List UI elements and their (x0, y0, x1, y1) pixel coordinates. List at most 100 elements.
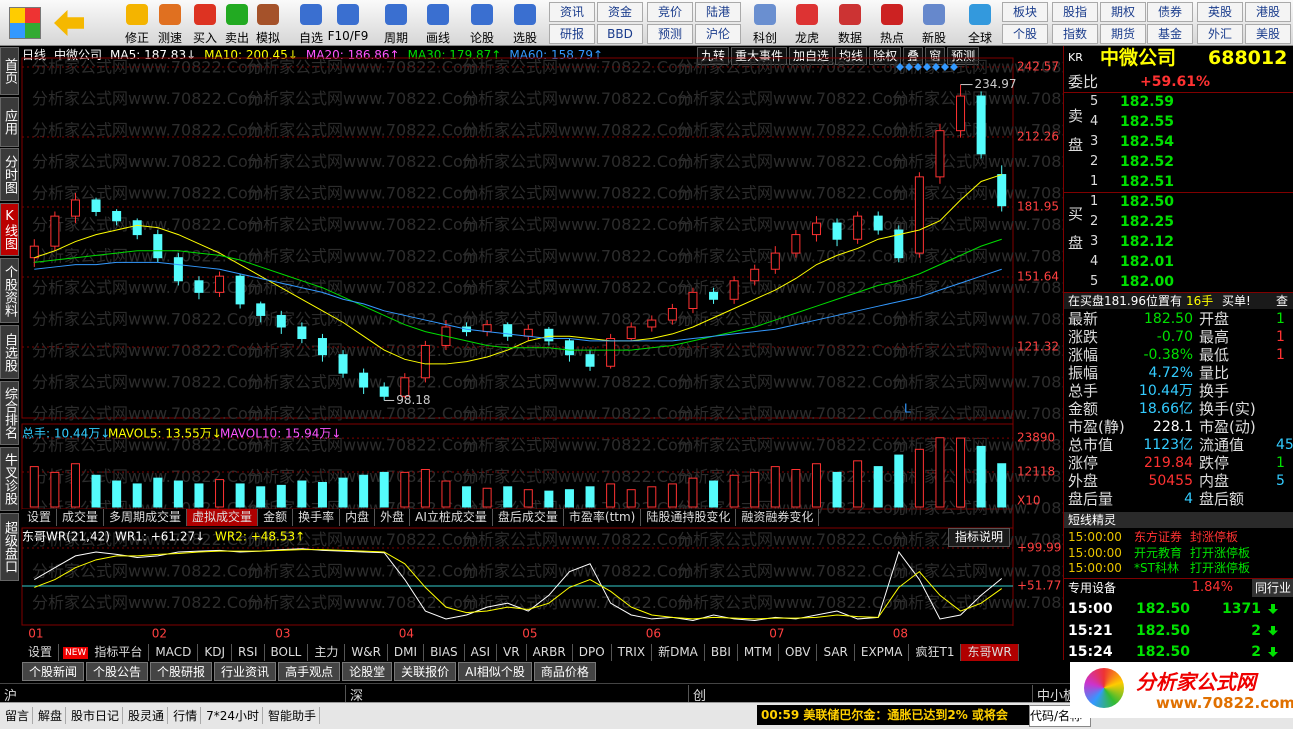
toolbar-tab[interactable]: 资讯 (549, 2, 595, 22)
chart-button[interactable]: 加自选 (789, 47, 834, 65)
app-logo[interactable] (9, 7, 41, 39)
chart-button[interactable]: 窗 (925, 47, 946, 65)
indicator-help[interactable]: 指标说明 (948, 528, 1010, 547)
toolbar-tab[interactable]: 期货 (1100, 24, 1146, 44)
formula-tab[interactable]: TRIX (612, 644, 653, 661)
indicator-tab[interactable]: 成交量 (57, 509, 105, 526)
indicator-tab[interactable]: 金额 (258, 509, 294, 526)
formula-tab[interactable]: BBI (705, 644, 738, 661)
toolbar-tab[interactable]: 资金 (597, 2, 643, 22)
chart-button[interactable]: 重大事件 (731, 47, 788, 65)
toolbar-button[interactable]: 全球 (958, 1, 1002, 45)
chart-button[interactable]: 均线 (835, 47, 868, 65)
formula-tab[interactable]: DMI (388, 644, 425, 661)
formula-tab[interactable]: BIAS (424, 644, 465, 661)
toolbar-button[interactable]: 周期 (374, 1, 418, 45)
index-item[interactable]: 沪 (4, 689, 18, 704)
formula-tab[interactable]: MACD (149, 644, 199, 661)
indicator-tab[interactable]: 多周期成交量 (104, 509, 188, 526)
toolbar-button[interactable]: 热点 (870, 1, 914, 45)
toolbar-button[interactable]: F10/F9 (326, 1, 370, 45)
formula-tab[interactable]: SAR (817, 644, 855, 661)
status-item[interactable]: 解盘 (35, 707, 67, 724)
toolbar-button[interactable]: 新股 (912, 1, 956, 45)
formula-tab[interactable]: DPO (573, 644, 612, 661)
toolbar-tab[interactable]: 陆港 (695, 2, 741, 22)
formula-tab[interactable]: 东哥WR (961, 644, 1019, 661)
indicator-tab[interactable]: 外盘 (375, 509, 411, 526)
index-item[interactable]: 深 (345, 685, 363, 704)
indicator-tab[interactable]: AI立桩成交量 (410, 509, 493, 526)
toolbar-button[interactable]: 龙虎 (785, 1, 829, 45)
toolbar-tab[interactable]: 竞价 (647, 2, 693, 22)
news-tab[interactable]: AI相似个股 (458, 662, 532, 681)
toolbar-tab[interactable]: 外汇 (1197, 24, 1243, 44)
toolbar-tab[interactable]: 研报 (549, 24, 595, 44)
indicator-tab[interactable]: 设置 (22, 509, 58, 526)
chart-button[interactable]: 预测 (947, 47, 980, 65)
toolbar-button[interactable]: 买入 (183, 1, 227, 45)
formula-tab[interactable]: 设置 (22, 644, 60, 661)
formula-tab[interactable]: KDJ (198, 644, 232, 661)
formula-tab[interactable]: 指标平台 (88, 644, 150, 661)
news-tab[interactable]: 关联报价 (394, 662, 457, 681)
toolbar-button[interactable]: 科创 (743, 1, 787, 45)
news-tab[interactable]: 论股堂 (342, 662, 393, 681)
toolbar-tab[interactable]: 板块 (1002, 2, 1048, 22)
indicator-tab[interactable]: 市盈率(ttm) (564, 509, 642, 526)
toolbar-button[interactable]: 卖出 (215, 1, 259, 45)
toolbar-button[interactable]: 修正 (115, 1, 159, 45)
formula-tab[interactable]: BOLL (265, 644, 309, 661)
toolbar-tab[interactable]: 股指 (1052, 2, 1098, 22)
news-tab[interactable]: 个股公告 (86, 662, 149, 681)
indicator-tab[interactable]: 盘后成交量 (493, 509, 564, 526)
news-tab[interactable]: 个股研报 (150, 662, 213, 681)
side-tab[interactable]: 应用 (0, 97, 19, 147)
status-item[interactable]: 7*24小时 (203, 707, 263, 724)
toolbar-tab[interactable]: 美股 (1245, 24, 1291, 44)
chart-button[interactable]: 叠 (903, 47, 924, 65)
toolbar-button[interactable]: 自选 (289, 1, 333, 45)
toolbar-button[interactable]: 数据 (828, 1, 872, 45)
toolbar-tab[interactable]: 预测 (647, 24, 693, 44)
news-tab[interactable]: 个股新闻 (22, 662, 85, 681)
formula-tab[interactable]: W&R (345, 644, 388, 661)
toolbar-tab[interactable]: 期权 (1100, 2, 1146, 22)
news-tab[interactable]: 高手观点 (278, 662, 341, 681)
side-tab[interactable]: 自选股 (0, 325, 19, 379)
toolbar-tab[interactable]: 基金 (1147, 24, 1193, 44)
toolbar-tab[interactable]: BBD (597, 24, 643, 44)
formula-tab[interactable]: ASI (465, 644, 498, 661)
side-tab[interactable]: 牛叉诊股 (0, 447, 19, 511)
toolbar-button[interactable]: 模拟 (246, 1, 290, 45)
formula-tab[interactable]: ARBR (527, 644, 573, 661)
status-item[interactable]: 留言 (2, 707, 34, 724)
status-item[interactable]: 智能助手 (265, 707, 320, 724)
news-tab[interactable]: 商品价格 (533, 662, 596, 681)
toolbar-tab[interactable]: 个股 (1002, 24, 1048, 44)
back-button[interactable] (54, 10, 84, 36)
toolbar-tab[interactable]: 指数 (1052, 24, 1098, 44)
index-item[interactable]: 创 (688, 685, 706, 704)
sector-name[interactable]: 专用设备 (1068, 581, 1117, 595)
side-tab[interactable]: 首页 (0, 47, 19, 95)
toolbar-button[interactable]: 测速 (148, 1, 192, 45)
side-tab[interactable]: 综合排名 (0, 381, 19, 445)
indicator-tab[interactable]: 换手率 (293, 509, 341, 526)
formula-tab[interactable]: 新DMA (652, 644, 705, 661)
toolbar-tab[interactable]: 沪伦 (695, 24, 741, 44)
formula-tab[interactable]: VR (497, 644, 527, 661)
formula-tab[interactable]: EXPMA (855, 644, 910, 661)
status-item[interactable]: 股灵通 (125, 707, 169, 724)
chart-button[interactable]: 除权 (869, 47, 902, 65)
formula-tab[interactable]: 主力 (308, 644, 346, 661)
formula-tab[interactable]: RSI (232, 644, 265, 661)
indicator-tab[interactable]: 陆股通持股变化 (641, 509, 737, 526)
status-item[interactable]: 股市日记 (68, 707, 124, 724)
notice-more[interactable]: 查 (1276, 294, 1289, 308)
status-item[interactable]: 行情 (170, 707, 202, 724)
toolbar-tab[interactable]: 英股 (1197, 2, 1243, 22)
formula-tab[interactable]: 疯狂T1 (909, 644, 962, 661)
formula-tab[interactable]: MTM (738, 644, 779, 661)
side-tab[interactable]: 分时图 (0, 148, 19, 201)
